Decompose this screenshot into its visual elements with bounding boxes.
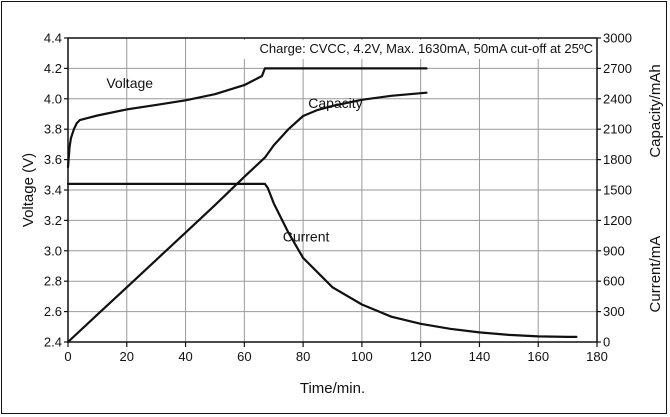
x-tick-label: 40	[178, 349, 192, 364]
x-tick-label: 180	[586, 349, 608, 364]
curves	[66, 67, 578, 344]
y-left-tick-label: 4.0	[44, 91, 62, 106]
y-right-tick-label: 300	[603, 304, 625, 319]
y-axis-right-capacity-label: Capacity/mAh	[647, 64, 664, 157]
y-right-tick-label: 1200	[603, 213, 632, 228]
x-tick-label: 0	[64, 349, 71, 364]
y-left-tick-label: 2.4	[44, 335, 62, 350]
series-label-current: Current	[283, 229, 330, 245]
x-tick-label: 100	[351, 349, 373, 364]
y-left-tick-label: 4.4	[44, 31, 62, 46]
y-axis-right-current-label: Current/mA	[647, 236, 664, 313]
y-right-tick-label: 2700	[603, 61, 632, 76]
series-line-current	[66, 182, 578, 338]
y-right-tick-label: 900	[603, 243, 625, 258]
y-left-tick-label: 4.2	[44, 61, 62, 76]
y-left-tick-label: 3.0	[44, 243, 62, 258]
y-left-tick-label: 3.4	[44, 183, 62, 198]
series-line-capacity	[66, 91, 428, 344]
x-tick-label: 80	[296, 349, 310, 364]
y-right-tick-label: 2100	[603, 122, 632, 137]
y-right-tick-label: 1800	[603, 152, 632, 167]
series-label-voltage: Voltage	[106, 75, 153, 91]
series-labels: Voltage Capacity Current	[106, 75, 362, 245]
y-right-tick-label: 3000	[603, 31, 632, 46]
x-tick-label: 140	[469, 349, 491, 364]
y-right-tick-label: 1500	[603, 183, 632, 198]
x-tick-label: 160	[527, 349, 549, 364]
chart-annotation: Charge: CVCC, 4.2V, Max. 1630mA, 50mA cu…	[259, 41, 593, 56]
y-left-tick-label: 2.8	[44, 274, 62, 289]
x-tick-label: 120	[410, 349, 432, 364]
x-axis-label: Time/min.	[300, 380, 365, 397]
x-tick-label: 20	[120, 349, 134, 364]
y-right-tick-label: 0	[603, 335, 610, 350]
x-tick-label: 60	[237, 349, 251, 364]
y-axis-left-label: Voltage (V)	[20, 153, 37, 227]
y-left-tick-label: 3.8	[44, 122, 62, 137]
annotation-background	[208, 40, 595, 59]
series-line-voltage	[66, 67, 428, 169]
series-label-capacity: Capacity	[308, 95, 362, 111]
y-left-tick-label: 2.6	[44, 304, 62, 319]
y-left-tick-label: 3.6	[44, 152, 62, 167]
y-right-tick-label: 2400	[603, 91, 632, 106]
grid	[68, 38, 597, 342]
y-left-tick-label: 3.2	[44, 213, 62, 228]
y-right-tick-label: 600	[603, 274, 625, 289]
